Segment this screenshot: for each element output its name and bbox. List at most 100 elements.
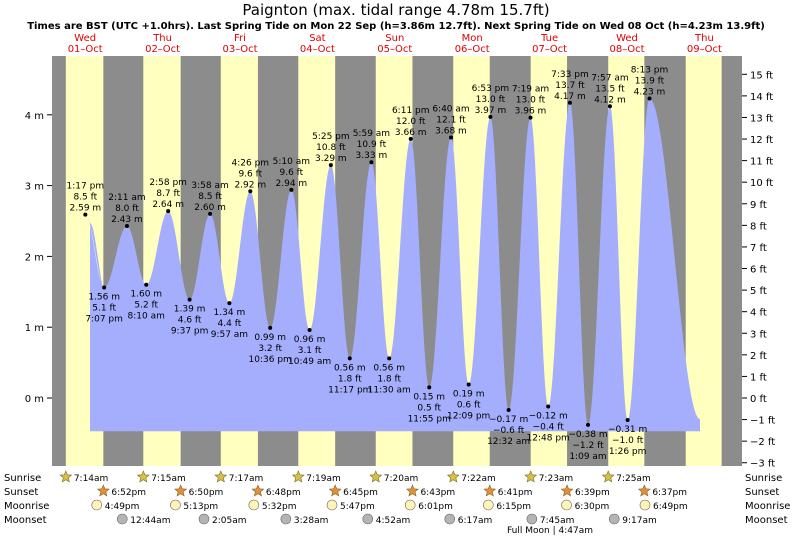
sunrise-row-label-left: Sunrise <box>4 473 41 484</box>
low-tide-metres: 0.56 m <box>373 363 405 373</box>
sunrise-time: 7:25am <box>616 474 651 484</box>
right-tick-label: 7 ft <box>750 243 767 254</box>
moonrise-time: 5:47pm <box>340 502 375 512</box>
right-tick-label: 8 ft <box>750 221 767 232</box>
moonrise-time: 6:49pm <box>653 502 688 512</box>
high-tide-time: 2:58 pm <box>149 178 187 188</box>
moonset-moon-icon <box>198 513 210 525</box>
moonset-row-label-right: Moonset <box>745 515 788 526</box>
right-tick-label: 5 ft <box>750 286 767 297</box>
moonrise-moon-icon <box>561 499 572 511</box>
day-date-label: 08–Oct <box>609 44 644 55</box>
day-date-label: 02–Oct <box>145 44 180 55</box>
low-tide-metres: −0.17 m <box>489 415 528 425</box>
left-tick-label: 3 m <box>25 182 44 193</box>
moonset-moon-icon <box>362 513 374 525</box>
high-tide-feet: 8.0 ft <box>115 204 139 214</box>
sunrise-time: 7:14am <box>74 474 109 484</box>
high-tide-metres: 3.68 m <box>435 126 467 136</box>
right-tick-label: 15 ft <box>750 70 773 81</box>
low-tide-feet: 0.5 ft <box>417 403 441 413</box>
tide-point <box>625 417 630 422</box>
high-tide-metres: 4.23 m <box>634 88 666 98</box>
day-name-label: Wed <box>616 33 638 44</box>
high-tide-metres: 4.17 m <box>554 92 586 102</box>
low-tide-time: 8:10 am <box>128 312 165 322</box>
moonrise-moon-icon <box>326 499 338 511</box>
sun-moon-table: Sunrise Sunrise 7:14am 7:15am 7:17am 7:19am 7:… <box>4 470 790 536</box>
tide-point <box>567 100 572 105</box>
sunrise-time: 7:23am <box>539 474 574 484</box>
low-tide-feet: 5.1 ft <box>92 304 116 314</box>
low-tide-feet: 4.6 ft <box>178 316 202 326</box>
low-tide-feet: 4.4 ft <box>218 319 242 329</box>
left-tick-label: 0 m <box>25 394 44 405</box>
sunset-star-icon <box>406 484 419 497</box>
tide-point <box>586 422 591 427</box>
sunrise-star-icon <box>59 470 73 483</box>
moonrise-time: 6:15pm <box>496 502 531 512</box>
day-date-label: 03–Oct <box>222 44 257 55</box>
right-tick-label: 2 ft <box>750 351 767 362</box>
high-tide-feet: 13.0 ft <box>516 96 546 106</box>
high-tide-feet: 13.9 ft <box>635 77 665 87</box>
high-tide-metres: 3.66 m <box>395 128 427 138</box>
tide-point <box>208 211 213 216</box>
right-tick-label: 14 ft <box>750 92 773 103</box>
high-tide-time: 7:33 pm <box>551 70 589 80</box>
low-tide-metres: 0.56 m <box>334 363 366 373</box>
sunrise-star-icon <box>446 470 460 483</box>
low-tide-time: 12:09 pm <box>447 412 490 422</box>
tide-point <box>289 187 294 192</box>
sunset-star-icon <box>251 484 265 497</box>
sunset-time: 6:52pm <box>111 488 146 498</box>
low-tide-metres: −0.12 m <box>529 411 568 421</box>
tide-point <box>546 404 551 409</box>
high-tide-metres: 2.60 m <box>194 203 226 213</box>
high-tide-time: 6:40 am <box>432 104 469 114</box>
moonset-moon-icon <box>608 513 620 525</box>
high-tide-time: 6:53 pm <box>472 84 510 94</box>
moonset-moon-icon <box>280 513 292 525</box>
high-tide-metres: 3.29 m <box>315 154 347 164</box>
high-tide-feet: 8.5 ft <box>73 193 97 203</box>
low-tide-metres: 0.99 m <box>254 333 286 343</box>
right-tick-label: −2 ft <box>750 437 775 448</box>
low-tide-feet: 3.2 ft <box>258 344 282 354</box>
right-tick-label: 3 ft <box>750 329 767 340</box>
tide-point <box>607 104 612 109</box>
low-tide-time: 12:48 pm <box>527 433 570 443</box>
tide-point <box>408 136 413 141</box>
sunrise-star-icon <box>214 470 228 483</box>
low-tide-time: 1:09 am <box>569 452 606 462</box>
sunset-row-label-right: Sunset <box>745 487 779 498</box>
high-tide-time: 5:59 am <box>353 129 390 139</box>
high-tide-time: 7:19 am <box>512 85 549 95</box>
high-tide-feet: 8.5 ft <box>198 192 222 202</box>
daylight-band <box>685 56 722 466</box>
axis-ticks: 0 m 1 m 2 m 3 m 4 m −3 ft −2 ft −1 ft 0 ft 1 ft 2 … <box>25 70 776 469</box>
low-tide-metres: 0.19 m <box>453 390 485 400</box>
low-tide-feet: 1.8 ft <box>377 374 401 384</box>
sunset-time: 6:39pm <box>575 488 610 498</box>
right-tick-label: 12 ft <box>750 135 773 146</box>
high-tide-feet: 9.6 ft <box>280 168 304 178</box>
sunrise-star-icon <box>136 470 150 483</box>
right-tick-label: 11 ft <box>750 157 773 168</box>
tide-point <box>387 356 392 361</box>
low-tide-feet: −0.6 ft <box>493 426 525 436</box>
low-tide-metres: −0.38 m <box>568 430 607 440</box>
low-tide-feet: 5.2 ft <box>134 301 158 311</box>
moonset-time: 2:05am <box>212 516 247 526</box>
high-tide-metres: 2.43 m <box>111 215 143 225</box>
sunset-time: 6:50pm <box>189 488 224 498</box>
sunset-time: 6:43pm <box>420 488 455 498</box>
tide-point <box>427 385 432 390</box>
moonrise-row-label-left: Moonrise <box>4 501 49 512</box>
low-tide-feet: −1.0 ft <box>612 436 644 446</box>
day-date-label: 07–Oct <box>532 44 567 55</box>
high-tide-time: 8:13 pm <box>631 66 669 76</box>
low-tide-metres: 0.15 m <box>413 392 445 402</box>
day-name-label: Thu <box>152 33 172 44</box>
